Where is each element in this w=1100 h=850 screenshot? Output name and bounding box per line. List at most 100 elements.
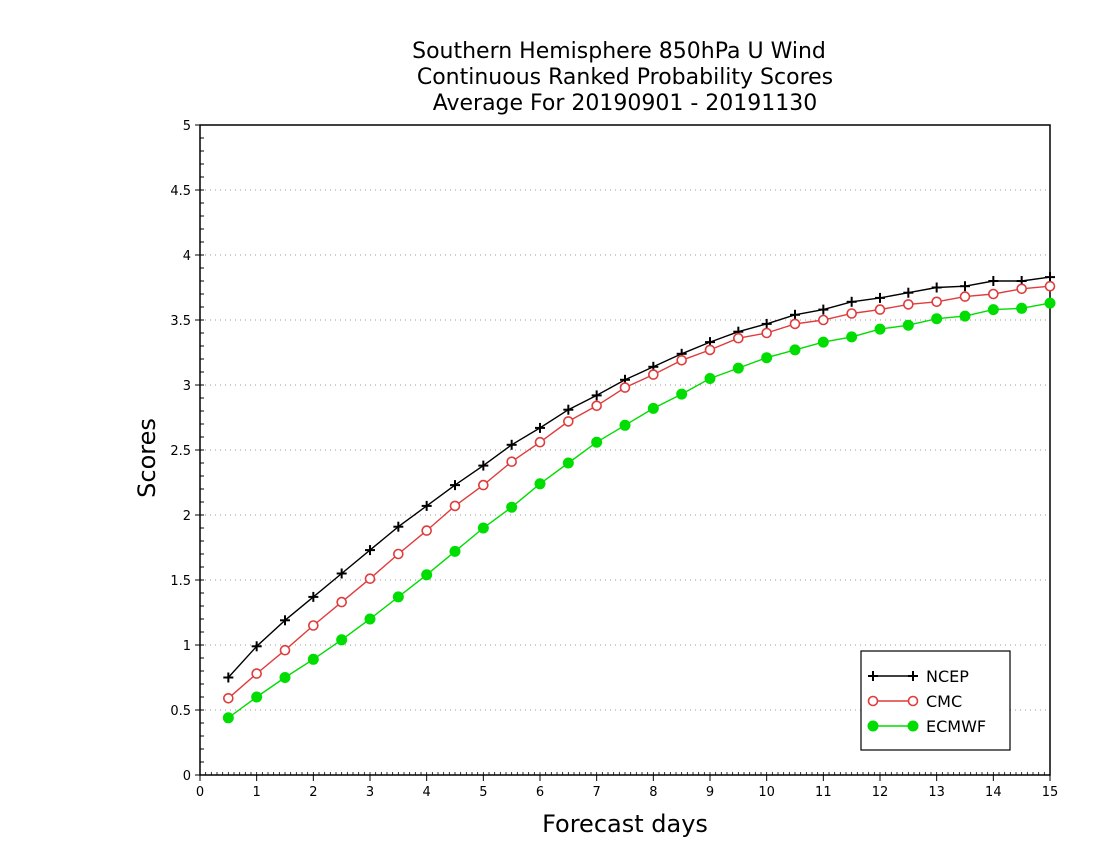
legend-item-cmc: CMC <box>867 692 962 711</box>
data-point <box>874 304 886 315</box>
data-point <box>959 310 971 322</box>
data-point <box>506 439 517 450</box>
data-point <box>1044 297 1056 309</box>
data-point <box>790 309 800 320</box>
y-tick-label: 1 <box>183 639 191 654</box>
data-point <box>931 296 942 308</box>
data-point <box>931 313 943 325</box>
series-layer <box>222 272 1056 724</box>
data-point <box>251 691 263 703</box>
x-tick-label: 11 <box>815 785 832 800</box>
data-point <box>818 304 829 315</box>
data-point <box>449 545 461 557</box>
data-point <box>987 304 999 316</box>
data-point <box>421 500 432 511</box>
data-point <box>562 457 574 469</box>
legend-label: NCEP <box>926 667 969 686</box>
data-point <box>648 369 659 380</box>
x-tick-label: 4 <box>423 785 431 800</box>
legend-marker-right <box>908 671 918 681</box>
data-point <box>308 591 319 602</box>
data-point <box>223 692 234 704</box>
series-ncep <box>223 272 1055 683</box>
series-line-cmc <box>227 285 1051 699</box>
data-point <box>336 596 347 608</box>
y-axis-tick-labels: 0 0.5 1 1.5 2 2.5 3 3.5 4 4.5 5 <box>170 119 191 784</box>
data-point <box>307 653 319 665</box>
grid-lines <box>200 189 1050 711</box>
data-point <box>222 712 234 724</box>
data-point <box>365 545 375 556</box>
data-point <box>449 500 461 512</box>
x-tick-label: 12 <box>872 785 889 800</box>
data-point <box>1016 283 1027 295</box>
x-axis-tick-labels: 0 1 2 3 4 5 6 7 8 9 10 11 12 13 14 15 <box>196 785 1058 800</box>
y-axis-title: Scores <box>133 418 161 498</box>
x-tick-label: 7 <box>593 785 601 800</box>
legend-item-ecmwf: ECMWF <box>867 717 986 736</box>
y-tick-label: 3 <box>183 379 191 394</box>
x-tick-label: 9 <box>706 785 714 800</box>
chart-title-line-2: Continuous Ranked Probability Scores <box>417 65 833 90</box>
y-tick-label: 0.5 <box>170 704 191 719</box>
data-point <box>619 382 631 393</box>
x-axis-title: Forecast days <box>542 810 708 838</box>
legend-marker-right <box>907 695 919 707</box>
x-tick-label: 10 <box>758 785 775 800</box>
data-point <box>591 400 602 412</box>
data-point <box>732 362 744 374</box>
legend-marker-left <box>868 671 878 681</box>
y-tick-label: 0 <box>183 769 191 784</box>
data-point <box>364 613 376 625</box>
y-tick-label: 5 <box>183 119 191 134</box>
x-tick-label: 0 <box>196 785 204 800</box>
legend: NCEP CMC ECMWF <box>860 650 1011 751</box>
data-point <box>903 287 914 298</box>
data-point <box>591 390 602 401</box>
data-point <box>817 336 829 348</box>
data-point <box>704 344 716 356</box>
data-point <box>478 460 489 471</box>
data-point <box>875 292 885 303</box>
x-tick-label: 13 <box>928 785 945 800</box>
data-point <box>506 501 518 513</box>
data-point <box>761 352 773 364</box>
x-tick-label: 3 <box>366 785 374 800</box>
y-tick-label: 2.5 <box>170 444 191 459</box>
data-point <box>704 373 716 384</box>
data-point <box>960 281 970 292</box>
data-point <box>988 276 999 286</box>
data-point <box>988 288 999 300</box>
data-point <box>789 318 801 330</box>
data-point <box>364 573 376 585</box>
data-point <box>903 299 914 310</box>
data-point <box>1016 302 1028 314</box>
data-point <box>931 282 942 293</box>
data-point <box>421 525 432 536</box>
x-tick-label: 1 <box>253 785 261 800</box>
x-tick-label: 15 <box>1042 785 1059 800</box>
x-tick-label: 14 <box>985 785 1002 800</box>
data-point <box>336 568 347 579</box>
data-point <box>393 548 404 560</box>
data-point <box>392 591 404 603</box>
data-point <box>450 480 460 491</box>
y-tick-label: 3.5 <box>170 314 191 329</box>
data-point <box>506 456 517 468</box>
axis-ticks <box>195 124 1051 781</box>
y-tick-label: 4.5 <box>170 184 191 199</box>
data-point <box>251 641 262 652</box>
data-point <box>902 319 914 331</box>
chart-title-line-3: Average For 20190901 - 20191130 <box>433 91 818 116</box>
data-point <box>1044 280 1056 292</box>
data-point <box>846 296 857 307</box>
data-point <box>959 291 971 302</box>
legend-item-ncep: NCEP <box>868 667 969 686</box>
data-point <box>251 668 262 679</box>
data-point <box>279 672 291 683</box>
data-point <box>874 323 886 335</box>
legend-marker-right <box>907 720 919 732</box>
data-point <box>534 478 546 490</box>
data-point <box>477 522 489 534</box>
data-point <box>647 402 659 414</box>
